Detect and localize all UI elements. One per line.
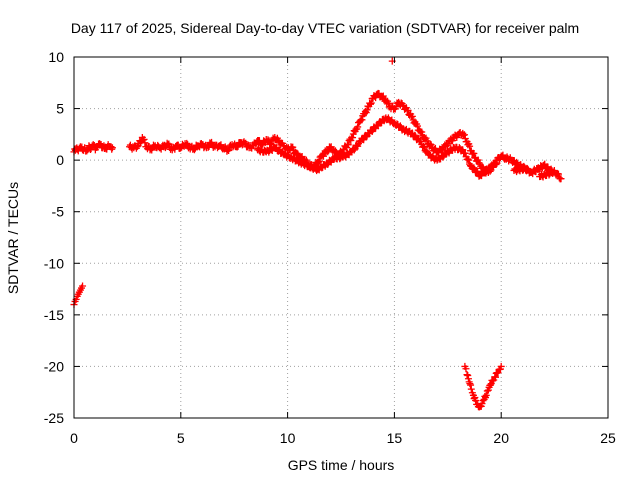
data-point-sdtvar-main-band <box>466 142 474 150</box>
data-point-sdtvar-dip-segment <box>492 373 500 381</box>
data-point-sdtvar-main-band <box>289 143 297 151</box>
tick-layer: 10 5 0 -5 -10 -15 -20 -25 0 5 10 15 20 25 <box>44 49 616 446</box>
y-tick-label: 0 <box>56 152 64 168</box>
y-tick-label: -5 <box>52 204 65 220</box>
y-tick-label: 10 <box>48 49 64 65</box>
data-point-sdtvar-main-band <box>190 146 198 154</box>
data-point-sdtvar-main-band-lower <box>492 160 500 168</box>
data-point-sdtvar-main-band <box>554 170 562 178</box>
data-point-sdtvar-main-band <box>379 92 387 100</box>
data-point-sdtvar-dip-segment <box>482 391 490 399</box>
data-point-sdtvar-main-band <box>298 152 306 160</box>
x-tick-label: 10 <box>280 430 296 446</box>
data-point-sdtvar-dip-segment <box>467 385 475 393</box>
data-point-sdtvar-main-band <box>108 144 116 152</box>
y-tick-label: -20 <box>44 358 64 374</box>
data-point-sdtvar-main-band-lower <box>419 142 427 150</box>
data-point-sdtvar-main-band <box>315 157 323 165</box>
data-point-sdtvar-main-band <box>314 158 322 166</box>
grid-layer <box>74 57 608 418</box>
x-tick-label: 25 <box>600 430 616 446</box>
data-point-sdtvar-early-segment <box>79 282 87 290</box>
data-point-sdtvar-main-band <box>367 99 375 107</box>
x-tick-label: 20 <box>493 430 509 446</box>
data-point-sdtvar-dip-segment <box>483 387 491 395</box>
data-point-sdtvar-dip-segment <box>464 375 472 383</box>
data-point-sdtvar-main-band-lower <box>470 164 478 172</box>
data-layer <box>70 57 565 411</box>
x-tick-label: 5 <box>177 430 185 446</box>
data-point-sdtvar-main-band <box>234 142 242 150</box>
data-point-sdtvar-main-band-lower <box>493 159 501 167</box>
data-point-sdtvar-main-band <box>96 140 104 148</box>
data-point-sdtvar-dip-segment <box>481 392 489 400</box>
data-point-sdtvar-main-band <box>264 136 272 144</box>
chart-title: Day 117 of 2025, Sidereal Day-to-day VTE… <box>71 20 579 36</box>
y-tick-label: -25 <box>44 410 64 426</box>
x-tick-label: 0 <box>70 430 78 446</box>
y-tick-label: -15 <box>44 307 64 323</box>
data-point-sdtvar-main-band-lower <box>548 169 556 177</box>
data-point-sdtvar-dip-segment <box>463 371 471 379</box>
data-point-sdtvar-main-band <box>413 122 421 130</box>
data-point-sdtvar-main-band <box>358 116 366 124</box>
data-point-sdtvar-main-band <box>141 139 149 147</box>
data-point-sdtvar-main-band <box>354 123 362 131</box>
data-point-sdtvar-main-band-lower <box>522 166 530 174</box>
data-point-sdtvar-main-band-lower <box>461 149 469 157</box>
data-point-sdtvar-dip-segment <box>497 362 505 370</box>
data-point-sdtvar-dip-segment <box>467 381 475 389</box>
data-point-sdtvar-main-band <box>349 134 357 142</box>
data-point-sdtvar-main-band-lower <box>523 164 531 172</box>
data-point-sdtvar-main-band <box>83 147 91 155</box>
data-point-sdtvar-main-band-lower <box>411 131 419 139</box>
data-point-sdtvar-dip-segment <box>465 378 473 386</box>
data-point-sdtvar-dip-segment <box>489 377 497 385</box>
y-axis-label: SDTVAR / TECUs <box>5 182 21 294</box>
data-point-sdtvar-main-band <box>108 145 116 153</box>
x-tick-label: 15 <box>387 430 403 446</box>
data-point-sdtvar-main-band <box>366 100 374 108</box>
data-point-sdtvar-dip-segment <box>466 380 474 388</box>
data-point-sdtvar-main-band <box>418 128 426 136</box>
y-tick-label: -10 <box>44 255 64 271</box>
data-point-sdtvar-main-band <box>344 141 352 149</box>
data-point-sdtvar-main-band <box>460 131 468 139</box>
data-point-sdtvar-dip-segment <box>487 381 495 389</box>
data-point-sdtvar-main-band-lower <box>420 143 428 151</box>
data-point-sdtvar-main-band <box>470 149 478 157</box>
data-point-sdtvar-main-band-lower <box>362 133 370 141</box>
x-axis-label: GPS time / hours <box>288 457 395 473</box>
data-point-sdtvar-main-band <box>165 140 173 148</box>
data-point-sdtvar-main-band-lower <box>417 137 425 145</box>
data-point-sdtvar-dip-segment <box>464 371 472 379</box>
data-point-sdtvar-main-band-lower <box>464 155 472 163</box>
y-tick-label: 5 <box>56 101 64 117</box>
data-point-sdtvar-main-band-lower <box>465 156 473 164</box>
data-point-sdtvar-main-band <box>408 112 416 120</box>
data-point-sdtvar-main-band <box>140 135 148 143</box>
plot-frame <box>73 56 609 419</box>
data-point-sdtvar-dip-segment <box>462 365 470 373</box>
data-point-sdtvar-main-band <box>557 175 565 183</box>
data-point-sdtvar-dip-segment <box>472 396 480 404</box>
data-point-sdtvar-main-band-lower <box>350 146 358 154</box>
